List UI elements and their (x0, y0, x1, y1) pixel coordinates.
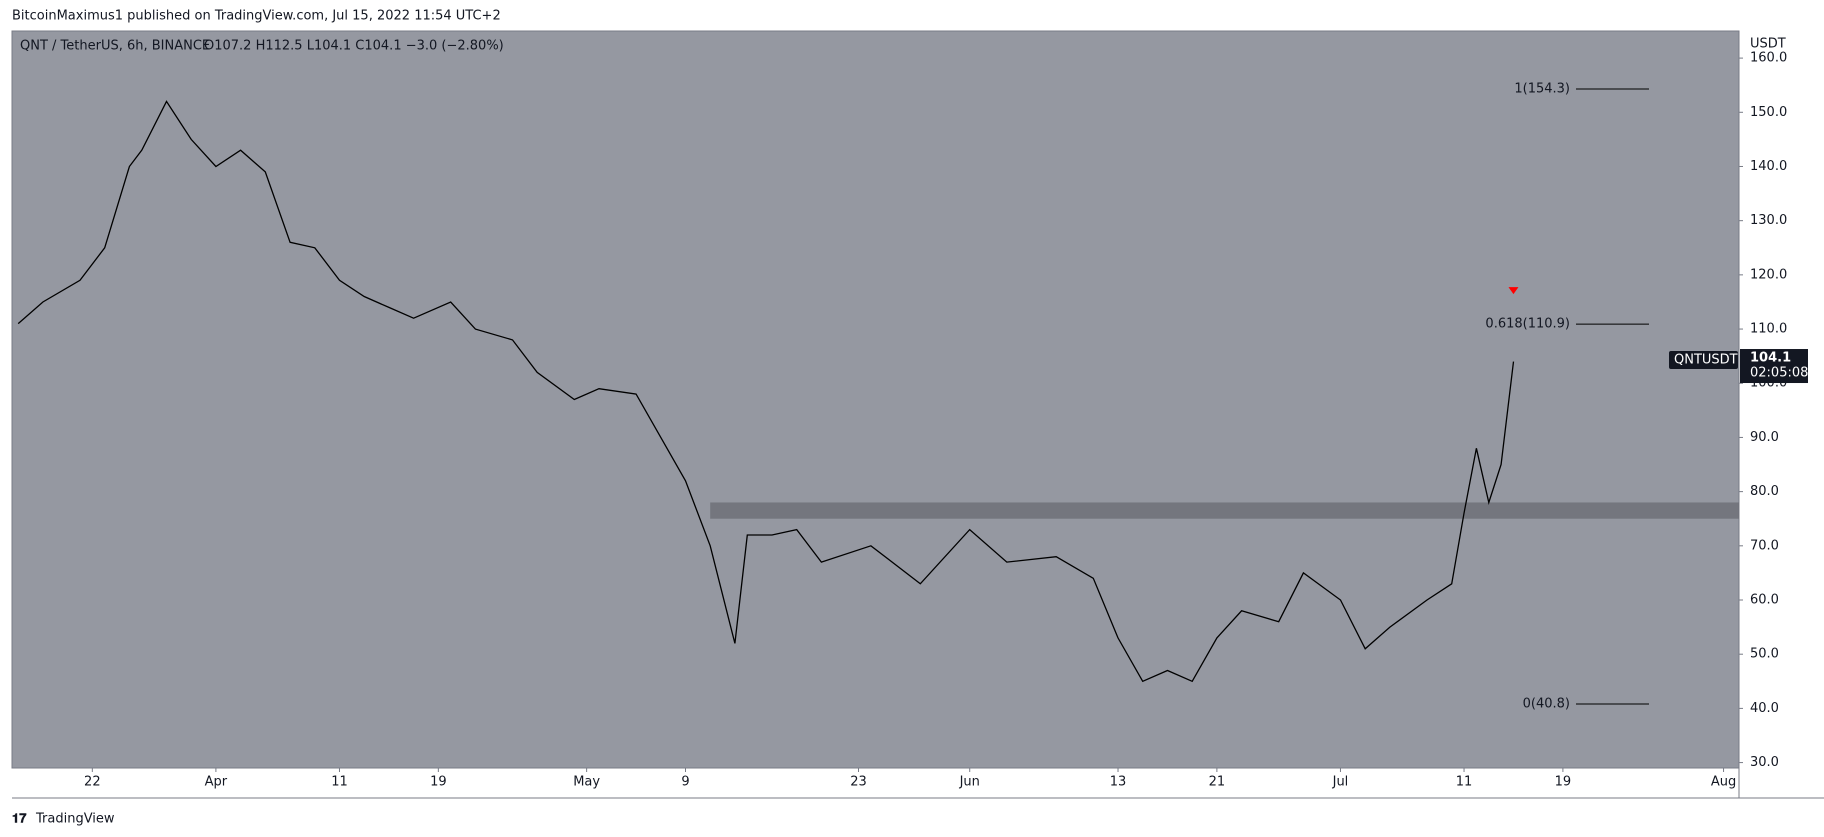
footer-brand: TradingView (35, 812, 115, 827)
price-tag (1740, 349, 1808, 384)
fib-label: 1(154.3) (1514, 81, 1570, 96)
x-tick-label: Jun (959, 775, 980, 790)
x-tick-label: 19 (430, 775, 447, 790)
y-tick-label: 130.0 (1750, 213, 1787, 228)
y-tick-label: 50.0 (1750, 647, 1779, 662)
logo-mark: 𝟏𝟕 (12, 812, 27, 827)
x-tick-label: Aug (1711, 775, 1736, 790)
x-tick-label: 23 (850, 775, 867, 790)
y-tick-label: 110.0 (1750, 322, 1787, 337)
y-tick-label: 30.0 (1750, 755, 1779, 770)
y-tick-label: 90.0 (1750, 430, 1779, 445)
signal-marker (1508, 287, 1519, 295)
fib-label: 0.618(110.9) (1485, 317, 1570, 332)
x-tick-label: 22 (84, 775, 101, 790)
y-tick-label: 80.0 (1750, 484, 1779, 499)
x-tick-label: Apr (205, 775, 228, 790)
x-tick-label: 11 (331, 775, 348, 790)
price-tag-value: 104.1 (1750, 351, 1791, 366)
y-tick-label: 140.0 (1750, 159, 1787, 174)
y-tick-label: 60.0 (1750, 593, 1779, 608)
plot-area (11, 30, 1740, 769)
y-tick-label: 40.0 (1750, 701, 1779, 716)
y-tick-label: 160.0 (1750, 51, 1787, 66)
x-tick-label: 21 (1209, 775, 1226, 790)
countdown: 02:05:08 (1750, 366, 1808, 381)
ohlc-legend: O107.2 H112.5 L104.1 C104.1 −3.0 (−2.80%… (204, 39, 504, 54)
publish-header: BitcoinMaximus1 published on TradingView… (12, 9, 501, 24)
chart-layer: 30.040.050.060.070.080.090.0100.0110.012… (17, 51, 1808, 790)
x-tick-label: 9 (681, 775, 689, 790)
axis-unit: USDT (1750, 37, 1786, 52)
symbol-tag-label: QNTUSDT (1674, 353, 1738, 368)
symbol-tag (1669, 351, 1738, 370)
x-tick-label: 11 (1456, 775, 1473, 790)
y-tick-label: 120.0 (1750, 267, 1787, 282)
y-tick-label: 150.0 (1750, 105, 1787, 120)
x-tick-label: 13 (1110, 775, 1127, 790)
support-zone (710, 502, 1740, 519)
x-tick-label: May (573, 775, 600, 790)
y-tick-label: 70.0 (1750, 538, 1779, 553)
symbol-title: QNT / TetherUS, 6h, BINANCE (20, 39, 210, 54)
x-tick-label: 19 (1555, 775, 1572, 790)
fib-label: 0(40.8) (1523, 697, 1570, 712)
x-tick-label: Jul (1332, 775, 1349, 790)
price-line (17, 100, 1515, 683)
